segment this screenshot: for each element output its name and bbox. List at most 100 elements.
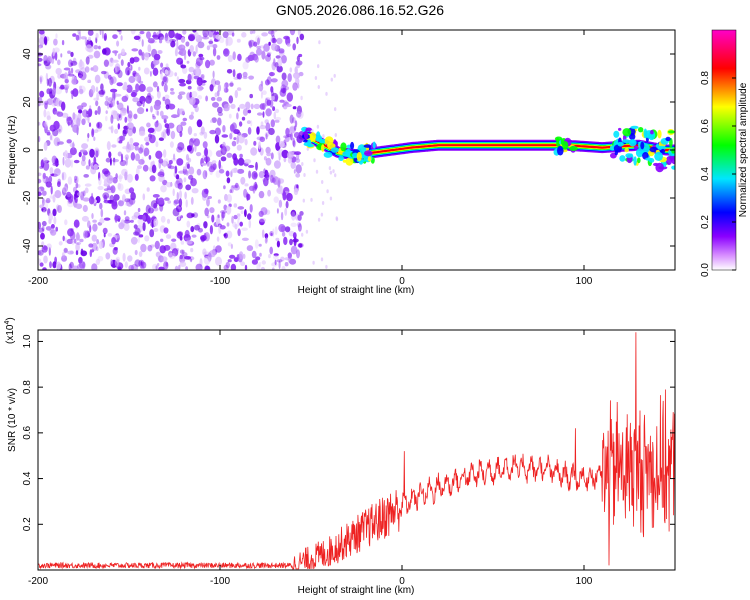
noise-blob bbox=[290, 132, 293, 141]
noise-blob bbox=[93, 129, 99, 134]
noise-blob bbox=[245, 101, 251, 110]
noise-blob bbox=[237, 168, 245, 174]
noise-blob bbox=[184, 229, 190, 239]
noise-blob bbox=[313, 158, 316, 163]
noise-blob bbox=[124, 261, 128, 268]
noise-blob bbox=[56, 141, 60, 146]
noise-blob bbox=[75, 233, 81, 241]
x-tick-label: -200 bbox=[28, 276, 48, 287]
noise-blob bbox=[232, 221, 237, 228]
signal-blob bbox=[671, 156, 675, 165]
noise-blob bbox=[52, 208, 57, 217]
noise-blob bbox=[229, 189, 232, 194]
signal-blob bbox=[645, 157, 653, 161]
noise-blob bbox=[140, 243, 147, 253]
noise-blob bbox=[54, 168, 61, 174]
noise-blob bbox=[122, 129, 127, 137]
noise-blob bbox=[78, 60, 85, 70]
noise-blob bbox=[293, 188, 299, 196]
noise-blob bbox=[275, 135, 281, 144]
noise-blob bbox=[72, 88, 79, 97]
noise-blob bbox=[260, 80, 264, 87]
noise-blob bbox=[64, 183, 69, 192]
noise-blob bbox=[156, 90, 161, 99]
noise-blob bbox=[62, 84, 69, 90]
noise-blob bbox=[67, 50, 71, 54]
signal-blob bbox=[372, 141, 376, 149]
noise-blob bbox=[68, 59, 73, 68]
noise-blob bbox=[38, 45, 42, 50]
noise-blob bbox=[302, 198, 305, 203]
signal-blob bbox=[671, 165, 675, 170]
noise-blob bbox=[210, 119, 213, 123]
noise-blob bbox=[223, 233, 227, 237]
noise-blob bbox=[205, 95, 209, 102]
noise-blob bbox=[55, 97, 61, 107]
noise-blob bbox=[190, 196, 194, 205]
noise-blob bbox=[280, 211, 284, 221]
noise-blob bbox=[211, 214, 215, 223]
noise-blob bbox=[223, 264, 229, 270]
noise-blob bbox=[276, 188, 282, 193]
noise-blob bbox=[311, 129, 314, 133]
noise-blob bbox=[143, 151, 148, 157]
snr-y-scale-prefix: (x10 bbox=[5, 324, 16, 344]
noise-blob bbox=[261, 32, 268, 37]
noise-blob bbox=[162, 179, 168, 186]
noise-blob bbox=[38, 258, 42, 264]
noise-blob bbox=[166, 127, 171, 136]
signal-blob bbox=[650, 130, 654, 135]
noise-blob bbox=[310, 197, 313, 202]
noise-blob bbox=[38, 136, 41, 143]
noise-blob bbox=[277, 178, 285, 184]
noise-blob bbox=[305, 229, 309, 234]
noise-blob bbox=[264, 233, 269, 239]
colorbar-ticks: 0.0 0.2 0.4 0.6 0.8 bbox=[700, 71, 736, 277]
noise-blob bbox=[209, 84, 214, 92]
noise-blob bbox=[317, 85, 320, 89]
noise-blob bbox=[61, 171, 67, 181]
noise-blob bbox=[117, 175, 124, 180]
noise-blob bbox=[41, 190, 47, 196]
noise-blob bbox=[95, 100, 99, 107]
noise-blob bbox=[192, 30, 197, 33]
noise-blob bbox=[160, 62, 164, 68]
noise-blob bbox=[196, 77, 203, 87]
noise-blob bbox=[227, 242, 232, 247]
noise-blob bbox=[185, 154, 190, 161]
spectrogram-x-axis-label: Height of straight line (km) bbox=[298, 285, 415, 296]
noise-blob bbox=[57, 59, 61, 66]
noise-blob bbox=[244, 159, 252, 164]
noise-blob bbox=[250, 103, 254, 110]
noise-blob bbox=[233, 214, 238, 220]
signal-blob bbox=[655, 162, 664, 173]
noise-blob bbox=[45, 197, 51, 204]
noise-blob bbox=[172, 188, 175, 197]
noise-blob bbox=[63, 247, 68, 254]
noise-blob bbox=[44, 200, 51, 203]
noise-blob bbox=[168, 252, 176, 259]
noise-blob bbox=[176, 39, 179, 49]
noise-blob bbox=[258, 190, 265, 199]
noise-blob bbox=[170, 88, 174, 91]
noise-blob bbox=[258, 261, 262, 267]
noise-blob bbox=[246, 193, 251, 201]
noise-blob bbox=[72, 33, 77, 37]
noise-blob bbox=[152, 67, 159, 77]
noise-blob bbox=[132, 126, 136, 134]
y-tick-label: 0.6 bbox=[22, 425, 33, 439]
noise-blob bbox=[60, 84, 65, 90]
noise-blob bbox=[107, 74, 112, 80]
noise-blob bbox=[164, 69, 169, 75]
noise-blob bbox=[128, 75, 136, 84]
noise-blob bbox=[112, 158, 116, 166]
noise-blob bbox=[138, 83, 146, 92]
noise-blob bbox=[65, 83, 70, 89]
noise-blob bbox=[72, 113, 78, 123]
noise-blob bbox=[44, 102, 48, 110]
noise-blob bbox=[123, 219, 131, 224]
noise-blob bbox=[173, 199, 180, 204]
noise-blob bbox=[180, 36, 186, 43]
noise-blob bbox=[239, 103, 246, 109]
noise-blob bbox=[43, 255, 48, 264]
